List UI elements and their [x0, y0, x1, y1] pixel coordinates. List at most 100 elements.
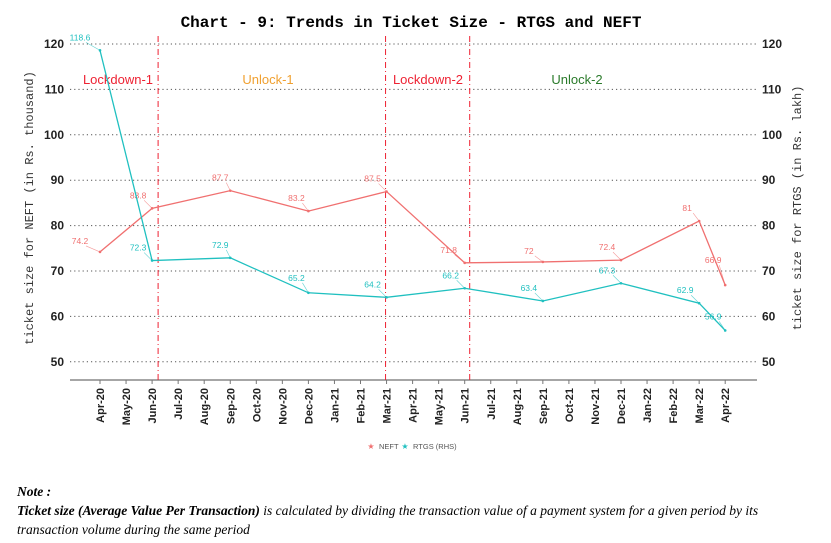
phase-label: Lockdown-1 [83, 72, 153, 87]
legend-marker-rtgs: ★ [401, 442, 408, 451]
y-tick-label-left: 90 [51, 173, 65, 187]
data-label: 56.9 [705, 311, 722, 321]
data-label: 66.9 [705, 255, 722, 265]
y-tick-label-left: 120 [44, 37, 64, 51]
data-label-leader [302, 282, 309, 293]
y-tick-label-left: 50 [51, 355, 65, 369]
y-tick-label-right: 60 [762, 309, 776, 323]
data-label: 67.3 [599, 265, 616, 275]
data-label-leader [225, 249, 231, 258]
x-tick-label: Jun-21 [460, 388, 472, 423]
x-tick-label: Mar-21 [382, 388, 394, 423]
data-label: 65.2 [288, 273, 305, 283]
x-axis: Apr-20 May-20 Jun-20 Jul-20 Aug-20 Sep-20 Oct-… [95, 380, 732, 425]
y-tick-label-left: 80 [51, 219, 65, 233]
x-tick-label: Nov-21 [590, 388, 602, 425]
data-label: 87.7 [212, 173, 229, 183]
y-axis-right-label: ticket size for RTGS (in Rs. lakh) [791, 86, 805, 331]
x-tick-label: Feb-21 [356, 388, 368, 423]
x-tick-label: Jun-20 [147, 388, 159, 423]
data-label: 62.9 [677, 285, 694, 295]
data-label: 72 [524, 246, 534, 256]
y-tick-label-right: 80 [762, 219, 776, 233]
x-tick-label: Aug-21 [512, 388, 524, 425]
data-label-leader [143, 200, 153, 209]
legend-label-neft: NEFT [379, 442, 399, 451]
data-label-leader [302, 202, 309, 212]
x-tick-label: Sep-21 [538, 388, 550, 424]
data-label-leader [378, 289, 387, 298]
data-point [723, 283, 727, 287]
y-tick-label-left: 70 [51, 264, 65, 278]
data-label-leader [612, 251, 622, 261]
x-tick-label: Jan-22 [642, 388, 654, 423]
x-tick-label: Jan-21 [329, 388, 341, 423]
y-axis-left-label: ticket size for NEFT (in Rs. thousand) [23, 71, 37, 345]
data-point [228, 256, 232, 260]
x-tick-label: Aug-20 [199, 388, 211, 425]
data-label-leader [718, 321, 726, 331]
x-tick-label: Dec-21 [616, 388, 628, 424]
y-tick-label-right: 120 [762, 37, 782, 51]
data-label: 72.9 [212, 240, 229, 250]
phase-label: Unlock-1 [242, 72, 293, 87]
data-label-leader [534, 292, 544, 302]
x-tick-label: Jul-20 [173, 388, 185, 420]
data-label-leader [378, 183, 387, 192]
chart: Chart - 9: Trends in Ticket Size - RTGS … [23, 14, 805, 451]
series-line-neft [99, 189, 726, 286]
phase-markers: Lockdown-1 Unlock-1 Lockdown-2 Unlock-2 [83, 36, 603, 380]
y-tick-label-left: 60 [51, 309, 65, 323]
data-label: 72.4 [599, 242, 616, 252]
series-line-rtgs [99, 50, 726, 331]
data-label: 66.2 [442, 270, 459, 280]
y-tick-label-right: 70 [762, 264, 776, 278]
x-tick-label: Mar-22 [694, 388, 706, 423]
data-label-leader [690, 295, 700, 304]
data-label-leader [85, 42, 101, 51]
x-tick-label: Apr-20 [95, 388, 107, 423]
x-tick-label: Oct-21 [564, 388, 576, 422]
note-title: Note : [17, 484, 52, 499]
data-label-leader [692, 212, 700, 222]
legend: ★ NEFT ★ RTGS (RHS) [367, 442, 457, 451]
data-label: 72.3 [130, 243, 147, 253]
x-tick-label: Nov-20 [277, 388, 289, 425]
data-label: 63.4 [521, 283, 538, 293]
data-label-leader [534, 255, 544, 263]
data-point [307, 291, 310, 295]
x-tick-label: Oct-20 [251, 388, 263, 422]
x-tick-label: Apr-21 [408, 388, 420, 423]
data-label-leader [718, 264, 726, 286]
y-tick-label-right: 50 [762, 355, 776, 369]
y-axis-left: 50 60 70 80 90 100 110 120 [44, 37, 64, 369]
legend-label-rtgs: RTGS (RHS) [413, 442, 457, 451]
y-tick-label-right: 100 [762, 128, 782, 142]
y-tick-label-left: 110 [45, 82, 65, 96]
x-tick-label: Feb-22 [668, 388, 680, 423]
chart-title: Chart - 9: Trends in Ticket Size - RTGS … [181, 14, 642, 32]
x-tick-label: Apr-22 [720, 388, 732, 423]
x-tick-label: Sep-20 [225, 388, 237, 424]
data-label: 83.2 [288, 193, 305, 203]
data-label: 71.8 [440, 245, 457, 255]
data-label-leader [456, 280, 465, 289]
x-tick-label: Jul-21 [486, 388, 498, 420]
data-label: 118.6 [70, 32, 91, 42]
x-tick-label: May-20 [121, 388, 133, 425]
y-tick-label-left: 100 [44, 128, 64, 142]
note-text: is calculated by dividing the transactio… [17, 503, 759, 537]
data-label: 87.5 [364, 174, 381, 184]
phase-label: Unlock-2 [551, 72, 602, 87]
note: Note : Ticket size (Average Value Per Tr… [17, 482, 817, 539]
data-label-leader [225, 182, 231, 191]
x-tick-label: Dec-20 [303, 388, 315, 424]
data-label: 74.2 [72, 236, 89, 246]
data-label-leader [143, 252, 153, 261]
data-label: 64.2 [364, 279, 381, 289]
data-label-leader [454, 254, 465, 264]
gridlines [70, 43, 757, 363]
phase-label: Lockdown-2 [393, 72, 463, 87]
data-label: 83.8 [130, 190, 147, 200]
x-tick-label: May-21 [434, 388, 446, 425]
